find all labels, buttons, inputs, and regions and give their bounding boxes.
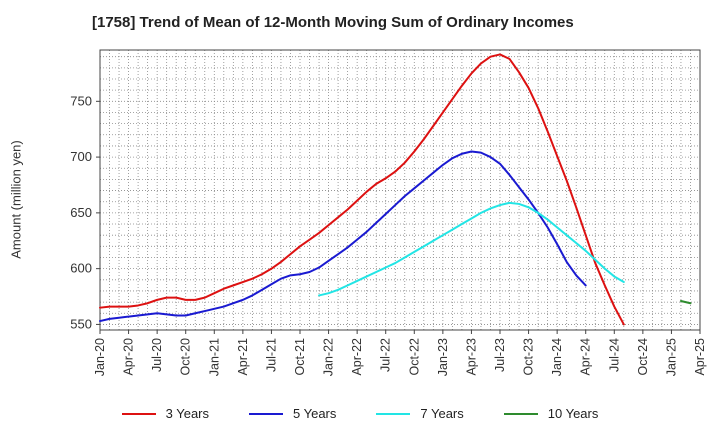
x-tick-label: Jul-21 [264, 338, 278, 372]
grid-lines [100, 50, 700, 330]
legend-item-7-years: 7 Years [376, 406, 464, 421]
y-tick-label: 550 [70, 316, 92, 331]
x-tick-label: Apr-21 [236, 338, 250, 376]
series-line-10-years [679, 300, 692, 305]
x-tick-label: Jul-23 [493, 338, 507, 372]
x-tick-label: Oct-23 [522, 338, 536, 376]
y-tick-label: 700 [70, 149, 92, 164]
series-line-5-years [99, 150, 587, 323]
x-tick-label: Oct-20 [179, 338, 193, 376]
legend-label-10-years: 10 Years [547, 406, 599, 421]
legend-label-5-years: 5 Years [293, 406, 337, 421]
x-tick-label: Apr-24 [579, 338, 593, 376]
legend-swatch-5-years [249, 412, 283, 415]
line-chart: 550 600 650 700 750 Jan-20 Apr-20 Jul-20 Oct-20… [70, 49, 707, 376]
x-tick-label: Jan-21 [207, 338, 221, 376]
series-line-7-years [318, 201, 625, 297]
legend-item-3-years: 3 Years [121, 406, 209, 421]
y-tick-label: 750 [70, 93, 92, 108]
x-tick-label: Jul-20 [150, 338, 164, 372]
x-tick-label: Apr-25 [693, 338, 707, 376]
legend-item-5-years: 5 Years [249, 406, 336, 421]
x-tick-label: Jan-24 [550, 338, 564, 376]
y-axis: 550 600 650 700 750 [70, 93, 100, 331]
legend-swatch-3-years [121, 412, 156, 415]
legend: 3 Years 5 Years 7 Years 10 Years [0, 406, 720, 421]
y-tick-label: 600 [70, 261, 92, 276]
x-tick-label: Oct-24 [636, 338, 650, 376]
x-tick-label: Apr-20 [122, 338, 136, 376]
legend-label-7-years: 7 Years [420, 406, 464, 421]
x-tick-label: Jul-22 [379, 338, 393, 372]
series-line-3-years [99, 53, 625, 326]
x-tick-label: Jan-20 [93, 338, 107, 376]
x-tick-label: Oct-21 [293, 338, 307, 376]
y-tick-label: 650 [70, 205, 92, 220]
legend-swatch-10-years [503, 412, 538, 415]
legend-swatch-7-years [376, 412, 411, 415]
plot-area [99, 49, 701, 331]
x-tick-label: Apr-23 [464, 338, 478, 376]
x-tick-label: Apr-22 [350, 338, 364, 376]
x-tick-label: Oct-22 [407, 338, 421, 376]
series-lines [99, 53, 692, 326]
legend-label-3-years: 3 Years [165, 406, 209, 421]
legend-item-10-years: 10 Years [503, 406, 599, 421]
x-tick-label: Jan-23 [436, 338, 450, 376]
x-tick-label: Jan-22 [322, 338, 336, 376]
x-axis: Jan-20 Apr-20 Jul-20 Oct-20 Jan-21 Apr-21 Jul-… [93, 330, 707, 376]
x-tick-label: Jan-25 [664, 338, 678, 376]
chart-title: [1758] Trend of Mean of 12-Month Moving … [92, 14, 574, 31]
x-tick-label: Jul-24 [607, 338, 621, 372]
